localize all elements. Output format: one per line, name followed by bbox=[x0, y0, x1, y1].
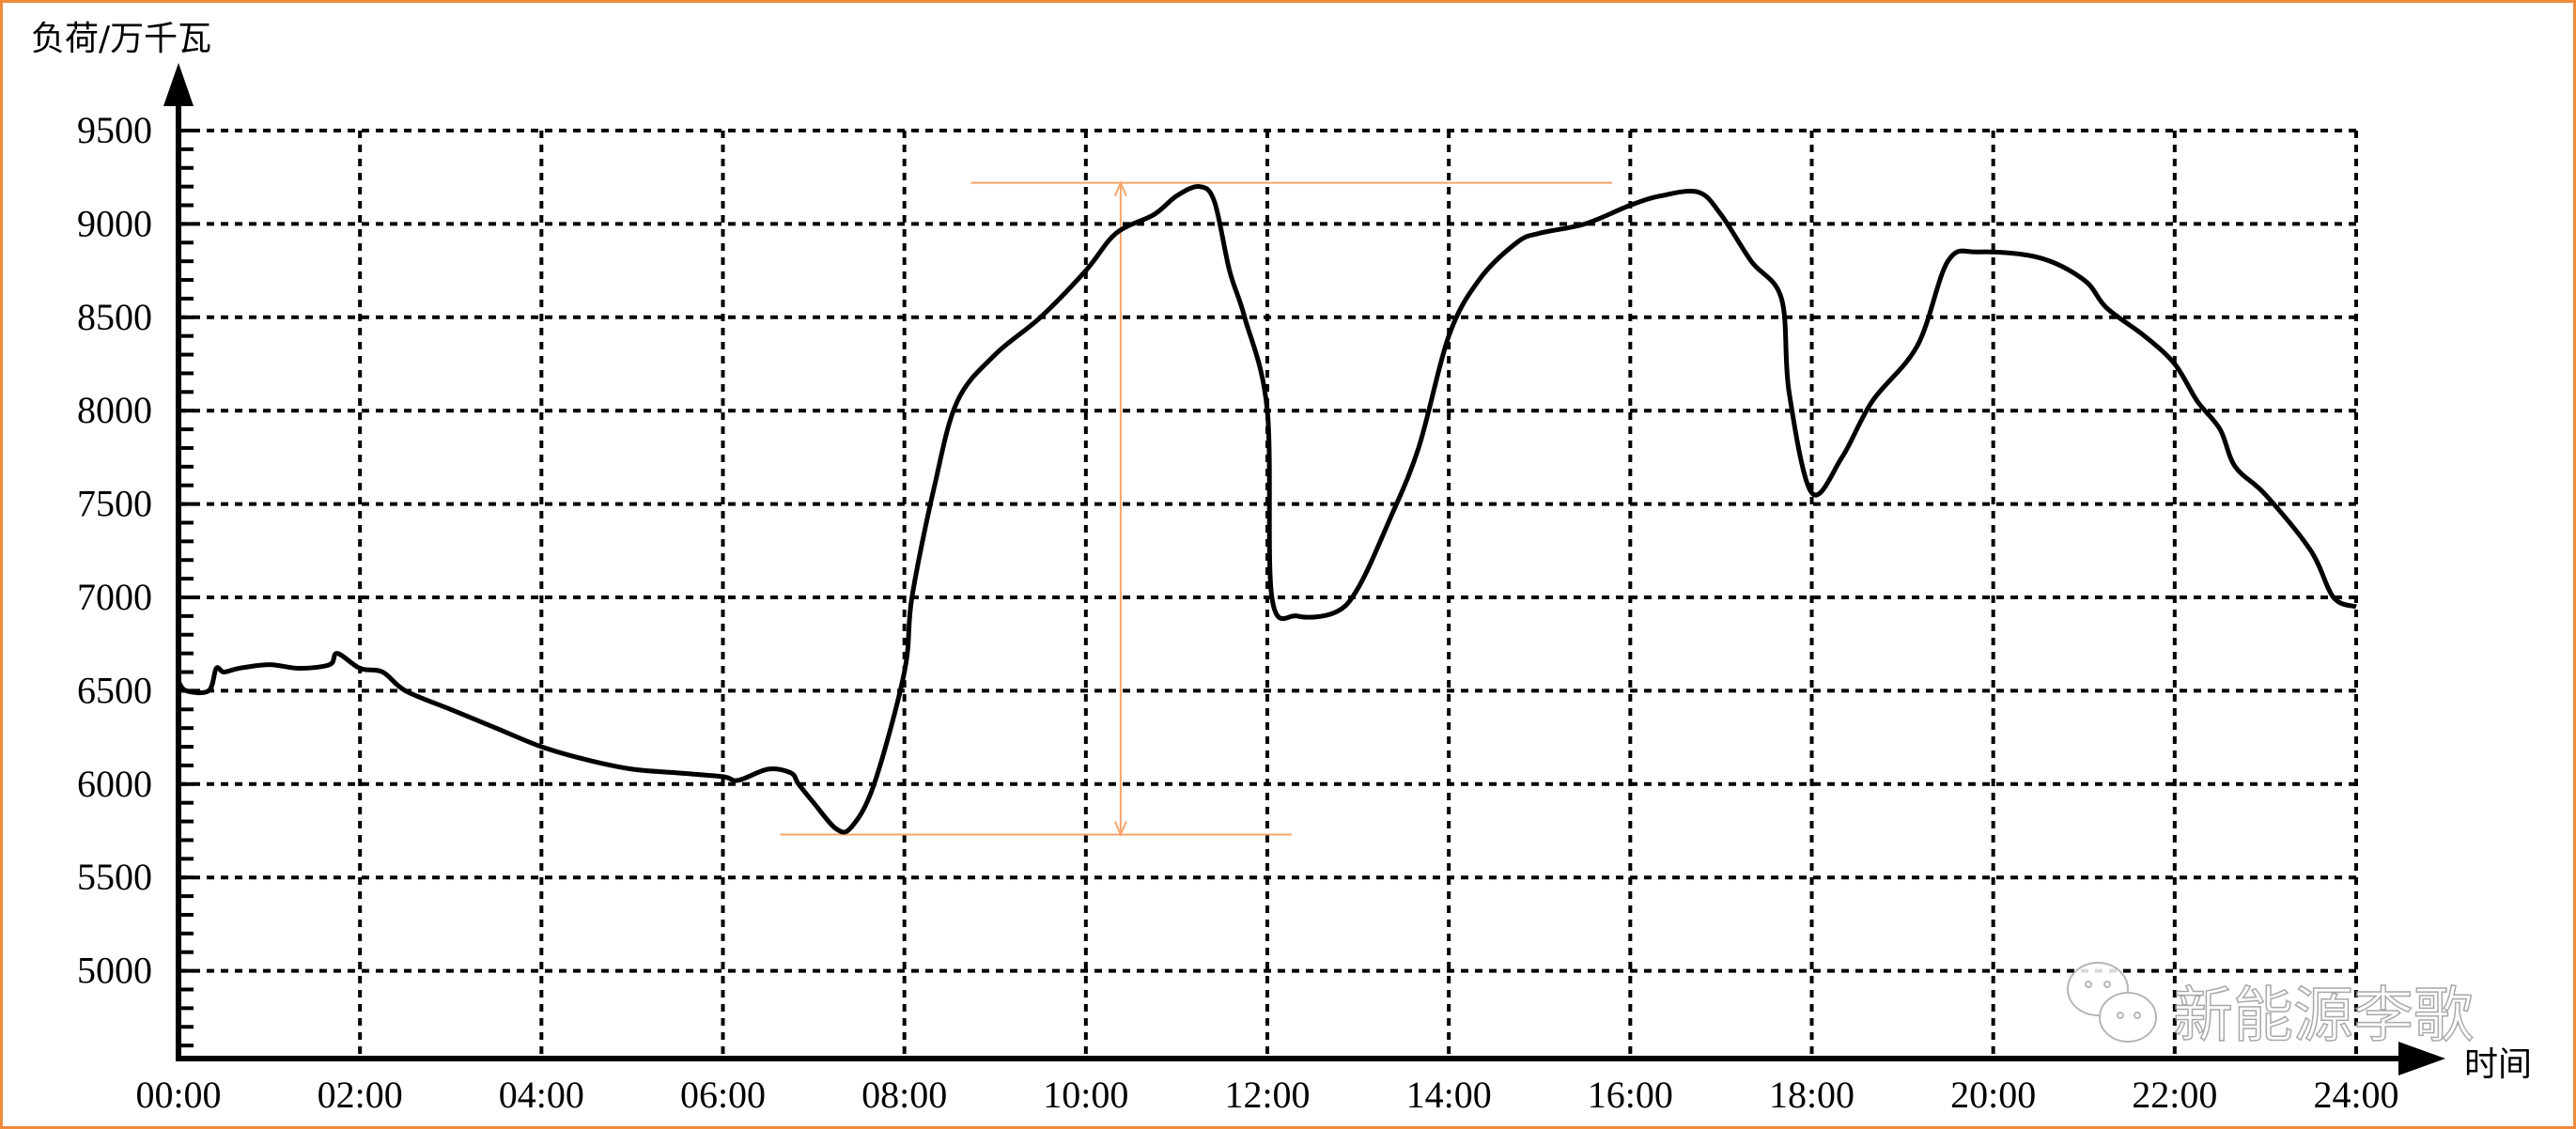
y-tick-label: 8500 bbox=[77, 296, 152, 338]
x-tick-label: 08:00 bbox=[861, 1074, 947, 1116]
wechat-icon bbox=[2067, 962, 2157, 1043]
y-tick-label: 6500 bbox=[77, 669, 152, 711]
x-tick-label: 02:00 bbox=[318, 1074, 403, 1116]
y-tick-label: 6000 bbox=[77, 763, 152, 805]
x-tick-label: 18:00 bbox=[1769, 1074, 1854, 1116]
y-axis-title: 负荷/万千瓦 bbox=[31, 20, 211, 58]
y-tick-label: 7500 bbox=[77, 483, 152, 525]
y-tick-label: 5500 bbox=[77, 856, 152, 898]
x-tick-label: 16:00 bbox=[1588, 1074, 1673, 1116]
grid bbox=[178, 129, 2358, 1059]
load-curve-chart: 5000 5500 6000 6500 7000 7500 8000 8500 9000 9500… bbox=[31, 20, 2532, 1116]
series bbox=[176, 184, 2357, 835]
x-tick-label: 12:00 bbox=[1224, 1074, 1310, 1116]
x-axis-title: 时间 bbox=[2464, 1045, 2532, 1084]
watermark-text: 新能源李歌 bbox=[2173, 982, 2474, 1051]
x-axis-arrow bbox=[2398, 1042, 2445, 1075]
x-tick-label: 06:00 bbox=[680, 1074, 766, 1116]
arrow-head-up bbox=[1113, 180, 1127, 197]
tick-labels: 5000 5500 6000 6500 7000 7500 8000 8500 9000 9500… bbox=[77, 109, 2399, 1116]
x-tick-label: 24:00 bbox=[2313, 1074, 2398, 1116]
y-tick-label: 9500 bbox=[77, 109, 152, 151]
x-tick-label: 00:00 bbox=[135, 1074, 221, 1116]
x-tick-label: 22:00 bbox=[2132, 1074, 2217, 1116]
y-tick-label: 8000 bbox=[77, 389, 152, 431]
load-curve-line bbox=[176, 184, 2357, 835]
x-tick-label: 20:00 bbox=[1950, 1074, 2036, 1116]
y-tick-label: 5000 bbox=[77, 950, 152, 992]
watermark: 新能源李歌 bbox=[2067, 962, 2475, 1052]
axes bbox=[163, 63, 2445, 1075]
y-axis-arrow bbox=[163, 63, 194, 106]
arrow-head-down bbox=[1113, 821, 1127, 838]
y-tick-label: 9000 bbox=[77, 202, 152, 244]
x-tick-label: 10:00 bbox=[1043, 1074, 1128, 1116]
y-tick-label: 7000 bbox=[77, 576, 152, 618]
x-tick-label: 14:00 bbox=[1406, 1074, 1492, 1116]
x-tick-label: 04:00 bbox=[499, 1074, 584, 1116]
annotations bbox=[780, 180, 1613, 838]
